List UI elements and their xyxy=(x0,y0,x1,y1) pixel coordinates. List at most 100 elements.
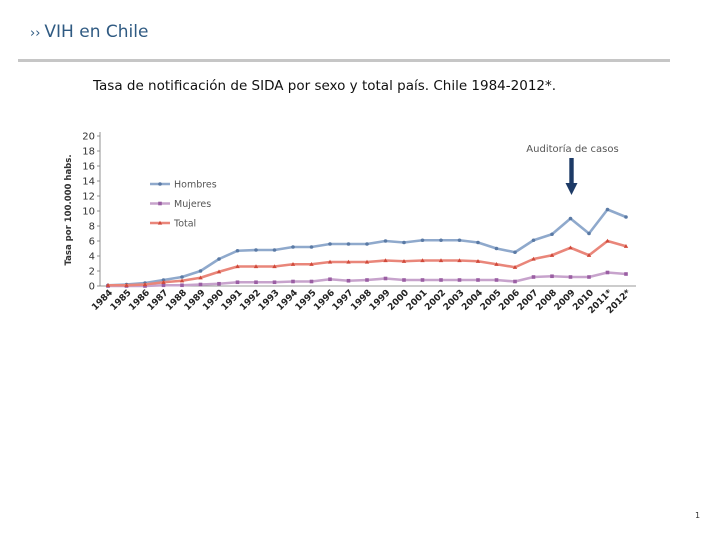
data-point-mujeres xyxy=(217,281,221,286)
data-point-hombres xyxy=(272,248,277,252)
data-point-hombres xyxy=(346,242,351,246)
data-point-total xyxy=(142,282,148,287)
data-point-total xyxy=(586,252,592,257)
legend-label-hombres: Hombres xyxy=(174,180,217,191)
data-point-mujeres xyxy=(624,272,628,276)
data-point-hombres xyxy=(235,248,240,253)
y-tick-label: 12 xyxy=(82,192,95,203)
data-point-hombres xyxy=(328,242,332,246)
y-tick-label: 6 xyxy=(89,237,95,248)
data-point-total xyxy=(124,282,129,287)
data-point-hombres xyxy=(587,231,591,236)
data-point-total xyxy=(157,220,163,225)
data-point-total xyxy=(105,282,111,287)
data-point-mujeres xyxy=(180,283,184,288)
y-tick-label: 20 xyxy=(82,132,95,143)
annotation-arrow-head xyxy=(565,183,578,195)
data-point-total xyxy=(420,258,425,263)
y-tick-label: 10 xyxy=(82,207,95,218)
data-point-total xyxy=(383,258,388,263)
data-point-total xyxy=(531,256,536,261)
data-point-total xyxy=(272,264,277,269)
data-point-total xyxy=(253,264,259,269)
data-point-hombres xyxy=(365,242,369,246)
data-point-total xyxy=(290,261,296,266)
data-point-mujeres xyxy=(550,274,554,279)
data-point-hombres xyxy=(291,245,295,249)
data-point-total xyxy=(346,259,351,264)
data-point-mujeres xyxy=(328,277,332,282)
data-point-mujeres xyxy=(346,278,351,283)
data-point-mujeres xyxy=(605,270,610,275)
data-point-hombres xyxy=(476,240,480,245)
data-point-mujeres xyxy=(235,280,240,285)
series-hombres xyxy=(106,207,628,288)
y-axis-label: Tasa por 100.000 habs. xyxy=(64,154,74,265)
data-point-mujeres xyxy=(291,279,295,284)
data-point-total xyxy=(475,258,481,263)
legend-label-total: Total xyxy=(173,219,196,230)
data-point-hombres xyxy=(494,246,499,251)
data-point-hombres xyxy=(383,239,388,243)
data-point-total xyxy=(623,243,629,248)
section-title: VIH en Chile xyxy=(44,22,149,42)
y-tick-label: 14 xyxy=(82,177,95,188)
legend-label-mujeres: Mujeres xyxy=(174,199,211,210)
data-point-mujeres xyxy=(531,275,536,279)
data-point-mujeres xyxy=(587,275,591,279)
data-point-total xyxy=(605,238,610,243)
data-point-hombres xyxy=(420,238,425,243)
data-point-mujeres xyxy=(198,282,203,287)
data-point-hombres xyxy=(605,207,610,212)
data-point-mujeres xyxy=(494,278,499,282)
data-point-mujeres xyxy=(513,279,517,284)
data-point-total xyxy=(235,264,240,269)
data-point-hombres xyxy=(568,216,573,221)
annotation-arrow-shaft xyxy=(569,158,574,184)
data-point-total xyxy=(364,259,370,264)
data-point-hombres xyxy=(550,232,554,237)
data-point-mujeres xyxy=(158,201,162,206)
data-point-hombres xyxy=(309,245,314,249)
data-point-hombres xyxy=(439,238,443,243)
data-point-hombres xyxy=(457,238,462,243)
data-point-mujeres xyxy=(457,278,462,282)
data-point-total xyxy=(512,264,518,269)
data-point-total xyxy=(216,269,222,274)
data-point-hombres xyxy=(254,248,258,252)
data-point-mujeres xyxy=(402,278,406,282)
chevron-icon: ›› xyxy=(30,26,41,41)
data-point-hombres xyxy=(217,257,221,261)
header-divider xyxy=(18,59,670,62)
data-point-mujeres xyxy=(254,280,258,285)
data-point-mujeres xyxy=(568,275,573,279)
data-point-mujeres xyxy=(309,279,314,284)
section-header: ›› VIH en Chile xyxy=(30,22,148,42)
chart-title: Tasa de notificación de SIDA por sexo y … xyxy=(93,78,557,94)
data-point-mujeres xyxy=(365,278,369,282)
data-point-mujeres xyxy=(161,283,166,288)
data-point-total xyxy=(179,278,185,283)
data-point-hombres xyxy=(180,275,184,279)
data-point-mujeres xyxy=(383,276,388,281)
data-point-total xyxy=(457,258,462,263)
data-point-hombres xyxy=(402,240,406,245)
y-tick-label: 0 xyxy=(89,282,95,293)
data-point-total xyxy=(494,261,499,266)
data-point-total xyxy=(309,261,314,266)
page-number: 1 xyxy=(695,511,701,520)
y-tick-label: 4 xyxy=(89,252,95,263)
y-tick-label: 18 xyxy=(82,147,95,158)
data-point-mujeres xyxy=(420,278,425,282)
y-tick-label: 8 xyxy=(89,222,95,233)
data-point-total xyxy=(549,252,555,257)
data-point-total xyxy=(198,275,203,280)
data-point-mujeres xyxy=(476,278,480,282)
data-point-total xyxy=(327,259,333,264)
legend: Hombres Mujeres Total xyxy=(150,180,217,230)
annotation-label: Auditoría de casos xyxy=(526,143,618,155)
series-total xyxy=(105,238,629,287)
data-point-total xyxy=(161,279,166,284)
data-point-total xyxy=(438,258,444,263)
